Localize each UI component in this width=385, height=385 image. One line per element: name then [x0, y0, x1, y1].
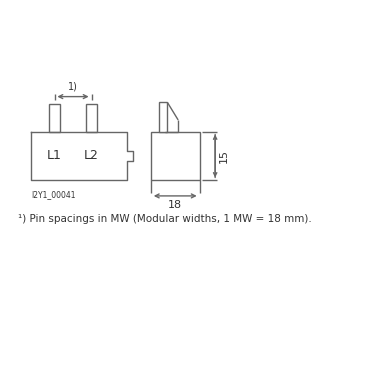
- Text: 1): 1): [68, 82, 78, 92]
- Bar: [159, 102, 167, 132]
- Text: I2Y1_00041: I2Y1_00041: [31, 190, 75, 199]
- Text: 15: 15: [219, 149, 229, 163]
- Bar: [86, 104, 97, 132]
- Text: L2: L2: [84, 149, 99, 162]
- Bar: [151, 132, 199, 180]
- Text: 18: 18: [168, 200, 182, 210]
- Text: L1: L1: [47, 149, 62, 162]
- Text: ¹) Pin spacings in MW (Modular widths, 1 MW = 18 mm).: ¹) Pin spacings in MW (Modular widths, 1…: [18, 214, 311, 224]
- Bar: [49, 104, 60, 132]
